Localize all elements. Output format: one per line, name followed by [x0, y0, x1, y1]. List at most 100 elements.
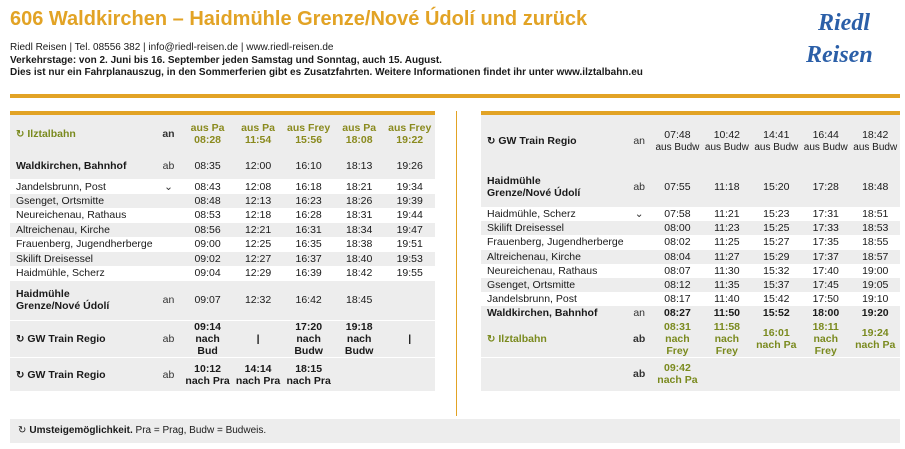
time-cell: 19:24 nach Pa	[850, 320, 900, 358]
time-cell: 19:34	[396, 180, 423, 193]
contact-line: Riedl Reisen | Tel. 08556 382 | info@rie…	[10, 42, 334, 53]
ab-an	[154, 251, 183, 266]
time-cell: 18:42 aus Budw	[850, 111, 900, 167]
time-cell: 12:21	[232, 222, 284, 237]
time-cell: 16:10	[283, 153, 334, 180]
table-row: Gsenget, Ortsmitte 08:48 12:13 16:23 18:26 19…	[10, 193, 435, 208]
ab-an	[626, 235, 653, 249]
ab-an	[155, 208, 183, 223]
time-cell: 16:37	[283, 251, 334, 266]
stop-name	[481, 357, 626, 392]
time-cell: 18:38	[346, 238, 373, 251]
time-cell: 16:39	[295, 267, 322, 280]
timetable-return: ↻ GW Train Regio an 07:48 aus Budw 10:42 aus B…	[481, 111, 900, 392]
time-cell: 14:41 aus Budw	[751, 111, 802, 167]
time-cell: 11:25	[714, 236, 740, 249]
stop-label: Skilift Dreisessel	[16, 252, 94, 265]
time-cell: aus Pa 08:28	[182, 111, 233, 153]
time-value: 14:14	[244, 362, 272, 375]
time-cell: 16:42	[283, 280, 334, 321]
time-cell: |	[232, 320, 284, 358]
time-cell: 17:50	[812, 293, 839, 306]
time-value: 17:20	[295, 321, 323, 333]
transfer-icon: ↻	[16, 369, 25, 381]
time-cell: 08:07	[664, 264, 691, 277]
time-cell: 19:10	[862, 293, 889, 306]
stop-name: ↻ Ilztalbahn	[10, 111, 155, 153]
stop-label: Altreichenau, Kirche	[487, 250, 581, 263]
column-divider	[456, 111, 457, 416]
footer-note: ↻ Umsteigemöglichkeit. Pra = Prag, Budw =…	[10, 419, 900, 443]
time-cell: 19:18 nach Budw	[333, 320, 385, 358]
time-cell: 11:27	[702, 249, 752, 264]
time-cell: 12:13	[232, 193, 284, 208]
time-cell	[384, 280, 435, 321]
ab-an	[154, 222, 183, 237]
stop-name: Jandelsbrunn, Post	[10, 179, 155, 194]
table-row: Haidmühle Grenze/Nové Údolí an 09:07 12:32 16…	[10, 280, 435, 321]
ab-an: ab	[625, 167, 653, 208]
table-row: Waldkirchen, Bahnhof an 08:27 11:50 15:52 18:…	[481, 306, 900, 321]
time-cell: 19:39	[384, 193, 435, 208]
time-cell: 18:45	[333, 280, 385, 321]
time-cell: 15:25	[751, 221, 802, 236]
time-cell: 12:25	[244, 238, 272, 251]
ab-an: ab	[625, 320, 653, 358]
ab-an	[626, 264, 653, 278]
footer-bold: Umsteigemöglichkeit.	[29, 425, 133, 436]
time-value: 08:31	[664, 320, 691, 333]
stop-label: Waldkirchen, Bahnhof	[487, 307, 598, 320]
stop-name: Altreichenau, Kirche	[481, 249, 626, 264]
time-cell: |	[384, 320, 435, 358]
time-cell: 11:23	[702, 221, 752, 236]
stop-label: GW Train Regio	[27, 368, 106, 381]
ab-an	[625, 277, 653, 293]
time-cell: 19:20	[850, 306, 900, 321]
time-cell: 08:02	[664, 236, 691, 249]
time-cell: 08:27	[652, 306, 703, 321]
time-note: nach Pa	[657, 374, 698, 386]
time-cell: 16:23	[283, 193, 334, 208]
time-note: 19:22	[396, 134, 424, 146]
time-cell: 10:12 nach Pra	[182, 357, 233, 392]
time-note: nach Frey	[714, 332, 740, 357]
time-cell: 15:52	[751, 306, 802, 321]
contact-block: Riedl Reisen | Tel. 08556 382 | info@rie…	[10, 42, 643, 80]
time-cell: 16:35	[295, 238, 322, 251]
time-value: |	[408, 333, 412, 345]
time-value: 18:15	[295, 362, 323, 375]
stop-name: ↻ GW Train Regio	[10, 357, 155, 392]
time-cell: aus Frey 15:56	[283, 111, 334, 153]
time-cell: 11:18	[702, 167, 752, 208]
ab-an: ab	[154, 153, 183, 180]
stop-name: Haidmühle Grenze/Nové Údolí	[481, 167, 626, 208]
time-cell: aus Pa 18:08	[333, 111, 385, 153]
time-value: 09:14	[194, 321, 222, 333]
time-cell: 09:07	[182, 280, 233, 321]
table-row: Altreichenau, Kirche 08:56 12:21 16:31 18:34…	[10, 222, 435, 237]
time-cell: 08:12	[652, 277, 703, 293]
stop-label: Haidmühle	[487, 174, 541, 187]
time-note: nach Bud	[195, 333, 220, 357]
time-cell: 18:00	[801, 306, 851, 321]
time-cell: 17:28	[801, 167, 851, 208]
table-row: ↻ GW Train Regio ab 10:12 nach Pra 14:14 nach …	[10, 357, 435, 392]
time-cell: 18:51	[862, 208, 889, 221]
time-value: 11:58	[713, 320, 740, 333]
ab-an: an	[625, 306, 653, 321]
time-cell: 15:29	[751, 249, 802, 264]
time-cell: 19:47	[384, 222, 435, 237]
stop-label: Haidmühle, Scherz	[487, 208, 576, 221]
time-cell: 15:23	[763, 208, 790, 221]
ab-an	[155, 237, 183, 252]
stop-name: Gsenget, Ortsmitte	[481, 277, 626, 293]
stop-label: Frauenberg, Jugendherberge	[487, 236, 624, 249]
stop-label: Altreichenau, Kirche	[16, 223, 110, 236]
table-row: Waldkirchen, Bahnhof ab 08:35 12:00 16:10 18:…	[10, 153, 435, 180]
time-cell	[801, 357, 851, 392]
table-row: Frauenberg, Jugendherberge 09:00 12:25 16:3…	[10, 237, 435, 252]
time-cell: 11:35	[702, 277, 752, 293]
time-cell: 18:40	[333, 251, 385, 266]
stop-name: Waldkirchen, Bahnhof	[481, 306, 626, 321]
ab-an: an	[154, 111, 183, 153]
